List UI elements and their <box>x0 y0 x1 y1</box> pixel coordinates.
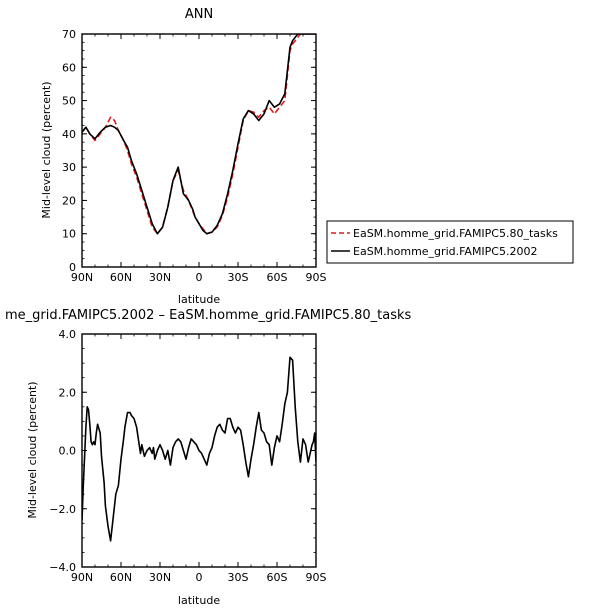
x-tick-label: 60N <box>110 271 132 284</box>
y-tick-label: −2.0 <box>49 503 76 516</box>
top-plot-area: 90N 60N 30N 0 30S 60S 90S 0 10 20 30 40 50 60 70 <box>62 28 327 284</box>
x-tick-label: 30N <box>149 571 171 584</box>
y-tick-label: 2.0 <box>59 386 77 399</box>
bottom-plot-area: 90N 60N 30N 0 30S 60S 90S −4.0 −2.0 0.0 2.0 4.0 <box>49 328 326 584</box>
y-tick-label: 30 <box>62 161 76 174</box>
y-tick-label: 20 <box>62 194 76 207</box>
x-tick-label: 90S <box>306 571 327 584</box>
x-tick-label: 0 <box>196 571 203 584</box>
x-tick-label: 60S <box>267 271 288 284</box>
x-tick-label: 90N <box>71 271 93 284</box>
y-tick-label: 70 <box>62 28 76 41</box>
legend-label-2002: EaSM.homme_grid.FAMIPC5.2002 <box>353 245 537 258</box>
x-tick-label: 90S <box>306 271 327 284</box>
y-tick-label: 4.0 <box>59 328 77 341</box>
legend-box <box>326 220 574 264</box>
x-tick-label: 60S <box>267 571 288 584</box>
bottom-x-axis-label: latitude <box>178 594 220 607</box>
chart-legend: EaSM.homme_grid.FAMIPC5.80_tasks EaSM.ho… <box>326 220 574 264</box>
y-tick-label: 0 <box>69 261 76 274</box>
y-tick-label: 40 <box>62 128 76 141</box>
bottom-y-axis-label: Mid-level cloud (percent) <box>26 381 39 518</box>
plot-frame <box>81 33 317 268</box>
x-tick-label: 30N <box>149 271 171 284</box>
y-tick-label: −4.0 <box>49 561 76 574</box>
top-y-axis-label: Mid-level cloud (percent) <box>40 81 53 218</box>
y-tick-label: 0.0 <box>59 445 77 458</box>
x-tick-label: 30S <box>228 571 249 584</box>
series-line-1 <box>82 34 316 235</box>
top-chart-panel: ANN 90N 60N 30N 0 30S 60S 90S 0 10 20 30 40 50 60 70 M… <box>40 7 327 306</box>
x-tick-label: 30S <box>228 271 249 284</box>
bottom-chart-panel: me_grid.FAMIPC5.2002 – EaSM.homme_grid.F… <box>5 308 411 607</box>
y-tick-label: 10 <box>62 228 76 241</box>
top-x-axis-label: latitude <box>178 293 220 306</box>
x-tick-label: 90N <box>71 571 93 584</box>
series-line-1 <box>82 356 316 542</box>
x-tick-label: 0 <box>196 271 203 284</box>
legend-label-tasks: EaSM.homme_grid.FAMIPC5.80_tasks <box>353 227 558 240</box>
top-chart-title: ANN <box>185 7 213 22</box>
x-tick-label: 60N <box>110 571 132 584</box>
y-tick-label: 60 <box>62 61 76 74</box>
series-line-2 <box>82 34 316 235</box>
bottom-chart-title: me_grid.FAMIPC5.2002 – EaSM.homme_grid.F… <box>5 308 411 323</box>
y-tick-label: 50 <box>62 95 76 108</box>
